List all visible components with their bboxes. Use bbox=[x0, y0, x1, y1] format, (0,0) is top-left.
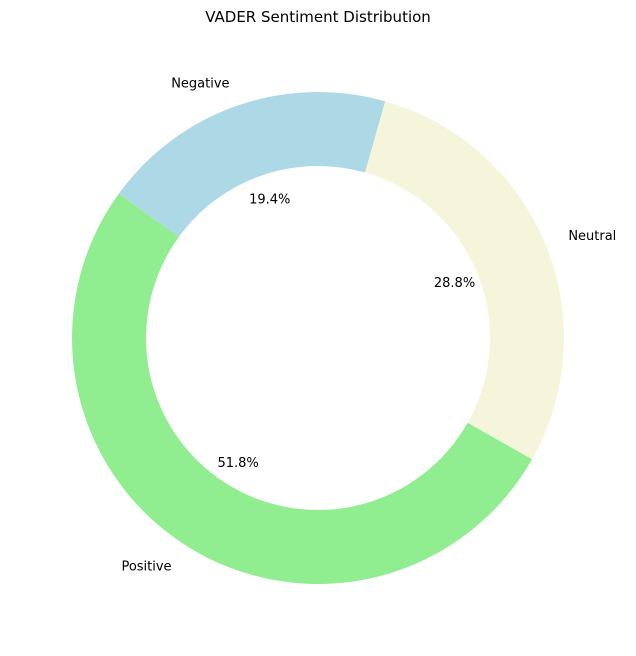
category-label-neutral: Neutral bbox=[568, 229, 616, 244]
percent-label-positive: 51.8% bbox=[217, 456, 258, 471]
category-label-positive: Positive bbox=[121, 560, 171, 575]
slice-positive bbox=[71, 193, 533, 585]
slice-negative bbox=[118, 92, 386, 237]
labels-group: Positive 51.8% Neutral 28.8% Negative 19.4% bbox=[121, 76, 616, 574]
percent-label-neutral: 28.8% bbox=[434, 276, 475, 291]
slice-neutral bbox=[364, 101, 564, 460]
slices-group bbox=[71, 92, 564, 585]
chart-title: VADER Sentiment Distribution bbox=[205, 8, 431, 26]
category-label-negative: Negative bbox=[171, 76, 229, 91]
percent-label-negative: 19.4% bbox=[249, 193, 290, 208]
